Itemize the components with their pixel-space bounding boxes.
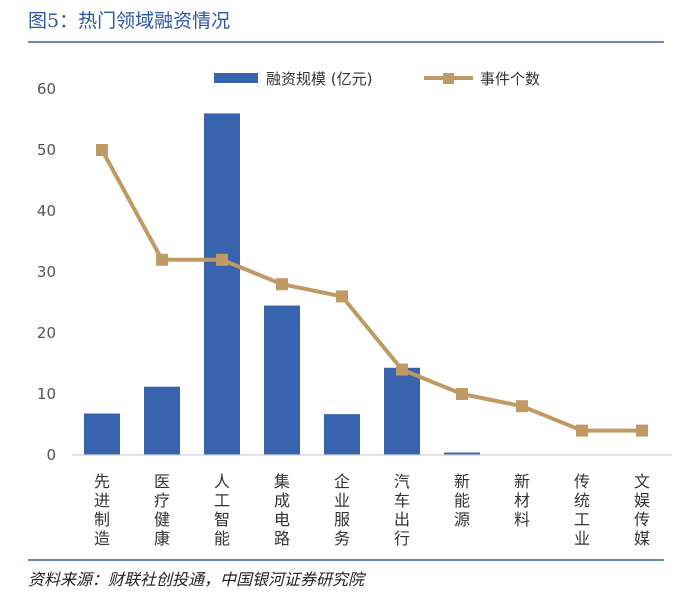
x-category-label: 汽车出行 (394, 472, 410, 548)
x-category-label: 医疗健康 (154, 472, 170, 548)
y-tick-label: 0 (46, 446, 56, 464)
y-axis: 0 10 20 30 40 50 60 (37, 80, 56, 464)
x-category-label: 人工智能 (214, 472, 230, 548)
chart: 融资规模 (亿元) 事件个数 0 10 20 30 40 50 60 先进制造 医疗健康 人工智… (37, 70, 672, 548)
bar (204, 113, 240, 456)
y-tick-label: 60 (37, 80, 56, 98)
line-path (100, 149, 642, 433)
line-marker (216, 253, 228, 266)
line-marker (516, 400, 528, 413)
bar (324, 414, 360, 455)
header-rule (28, 41, 664, 43)
line-marker (96, 144, 108, 156)
line-marker (156, 253, 168, 266)
x-category-label: 传统工业 (574, 472, 590, 548)
bar (264, 305, 300, 455)
y-tick-label: 20 (37, 324, 56, 342)
line-marker (456, 388, 468, 400)
y-tick-label: 40 (37, 202, 56, 220)
bar (384, 367, 420, 455)
figure-title: 图5：热门领域融资情况 (28, 10, 231, 32)
x-category-label: 集成电路 (274, 472, 290, 548)
bar (84, 413, 120, 455)
line-marker (576, 424, 588, 437)
line-series (96, 144, 648, 437)
source-note: 资料来源：财联社创投通，中国银河证券研究院 (28, 570, 365, 589)
x-axis-labels: 先进制造 医疗健康 人工智能 集成电路 企业服务 汽车出行 新能源 新材料 传统工业 文娱传媒 (94, 472, 650, 548)
x-category-label: 先进制造 (94, 472, 110, 548)
bar (444, 452, 480, 455)
legend-line-marker (443, 73, 454, 84)
legend-bar-label: 融资规模 (亿元) (266, 70, 372, 88)
x-category-label: 企业服务 (334, 472, 350, 548)
x-category-label: 新能源 (454, 472, 470, 529)
y-tick-label: 50 (37, 141, 56, 159)
legend: 融资规模 (亿元) 事件个数 (214, 70, 540, 88)
line-marker (636, 424, 648, 437)
legend-bar-swatch (214, 73, 258, 83)
x-category-label: 新材料 (514, 472, 530, 529)
x-category-label: 文娱传媒 (634, 472, 650, 548)
y-tick-label: 30 (37, 263, 56, 281)
line-marker (336, 290, 348, 303)
y-tick-label: 10 (37, 385, 56, 403)
legend-line-label: 事件个数 (480, 70, 540, 88)
footer-rule (28, 559, 664, 561)
bar (144, 386, 180, 455)
line-marker (276, 278, 288, 291)
line-marker (396, 363, 408, 376)
bar-series (84, 113, 480, 456)
